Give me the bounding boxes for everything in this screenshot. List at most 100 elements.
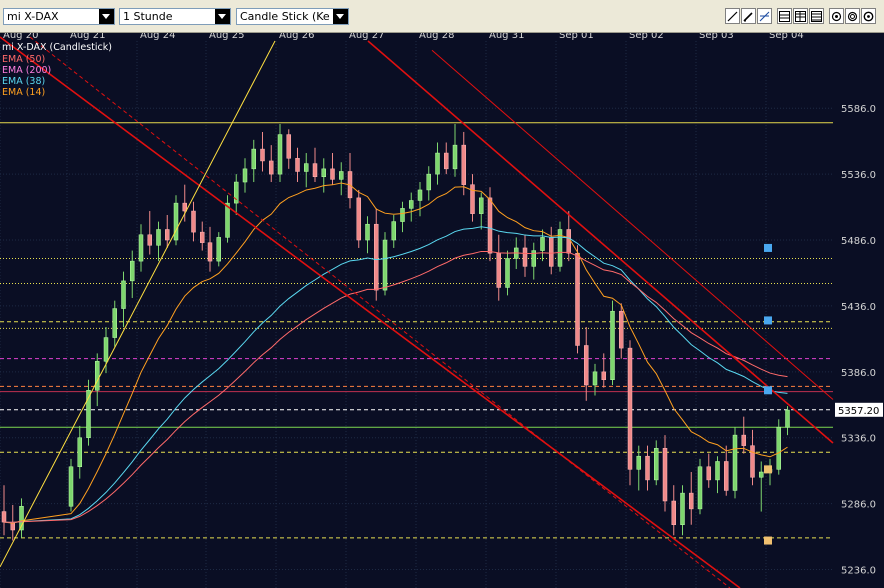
fib-tool-icon[interactable]	[757, 8, 772, 24]
candle-up	[680, 492, 685, 525]
candle-up	[321, 168, 326, 178]
zoom-out-icon[interactable]	[845, 8, 860, 24]
grid-2-icon[interactable]	[793, 8, 808, 24]
current-price-label: 5357.20	[838, 406, 879, 417]
candle-down	[627, 347, 633, 470]
candle-up	[400, 208, 405, 222]
candle-up	[732, 434, 738, 491]
candle-up	[121, 280, 126, 309]
level-marker	[764, 386, 772, 395]
channel-upper-line	[367, 40, 834, 444]
candle-up	[531, 250, 536, 267]
candle-down	[182, 202, 187, 212]
candle-down	[662, 448, 668, 502]
candle-down	[1, 511, 7, 523]
y-tick-label: 5336.0	[841, 434, 876, 445]
candle-up	[216, 237, 221, 262]
chart-type-select[interactable]: Candle Stick (Kerze	[236, 8, 349, 25]
candle-down	[330, 168, 335, 180]
candle-up	[382, 239, 388, 291]
candle-down	[671, 500, 676, 525]
candle-down	[165, 229, 170, 241]
level-marker	[764, 316, 772, 325]
candle-down	[724, 461, 729, 491]
level-marker	[764, 465, 772, 474]
ema-50-line	[3, 250, 788, 523]
candle-up	[592, 371, 598, 386]
y-tick-label: 5536.0	[841, 170, 876, 181]
candle-down	[750, 445, 755, 478]
candle-up	[409, 200, 414, 209]
candle-down	[645, 455, 650, 481]
candle-down	[147, 234, 152, 246]
chevron-down-icon[interactable]	[99, 9, 114, 24]
candle-down	[549, 237, 554, 267]
channel-upper-thin-line	[431, 49, 834, 400]
candle-down	[269, 160, 274, 175]
candle-up	[435, 152, 440, 175]
legend-item: EMA (50)	[2, 54, 45, 65]
x-tick-label: Aug 21	[70, 33, 105, 41]
interval-select[interactable]: 1 Stunde	[119, 8, 231, 25]
candle-down	[689, 492, 694, 510]
candle-up	[426, 173, 431, 191]
candle-down	[619, 310, 624, 349]
chevron-down-icon[interactable]	[215, 9, 230, 24]
candle-up	[654, 448, 659, 481]
x-tick-label: Aug 28	[419, 33, 454, 41]
grid-3-icon[interactable]	[809, 8, 824, 24]
x-tick-label: Aug 27	[349, 33, 384, 41]
candle-down	[207, 242, 213, 262]
candle-up	[86, 390, 91, 438]
legend-item: EMA (14)	[2, 87, 45, 98]
candle-up	[452, 144, 458, 170]
chevron-down-icon[interactable]	[333, 9, 348, 24]
x-axis-strip	[0, 33, 884, 41]
x-tick-label: Aug 25	[209, 33, 244, 41]
x-tick-label: Sep 01	[559, 33, 594, 41]
candle-down	[487, 197, 493, 254]
legend-item: EMA (200)	[2, 65, 51, 76]
chart-toolbar: mi X-DAX 1 Stunde Candle Stick (Kerze	[0, 0, 884, 33]
candle-up	[251, 148, 256, 170]
candle-up	[156, 229, 161, 246]
candle-up	[505, 258, 510, 288]
candle-up	[759, 471, 764, 478]
candle-down	[374, 223, 379, 291]
x-tick-label: Aug 26	[279, 33, 314, 41]
candle-up	[365, 223, 370, 241]
candle-up	[636, 455, 641, 470]
candle-down	[470, 184, 475, 214]
candle-up	[173, 202, 179, 241]
candle-down	[191, 210, 196, 233]
instrument-select[interactable]: mi X-DAX	[3, 8, 115, 25]
line-tool-icon[interactable]	[725, 8, 740, 24]
pen-tool-icon[interactable]	[741, 8, 756, 24]
x-tick-label: Sep 02	[629, 33, 664, 41]
candle-up	[68, 466, 74, 507]
trendline-yellow-line	[0, 40, 276, 568]
candle-up	[417, 189, 423, 201]
zoom-in-icon[interactable]	[829, 8, 844, 24]
ema-38-line	[3, 226, 788, 524]
candle-down	[356, 197, 361, 241]
level-marker	[764, 536, 772, 545]
candle-up	[130, 260, 135, 282]
y-tick-label: 5486.0	[841, 236, 876, 247]
candle-up	[103, 337, 109, 362]
x-tick-label: Aug 24	[140, 33, 175, 41]
grid-1-icon[interactable]	[777, 8, 792, 24]
channel-lower-line	[0, 36, 741, 588]
candle-up	[112, 308, 117, 338]
candle-up	[77, 437, 82, 467]
candle-up	[138, 234, 144, 262]
candlestick-chart[interactable]: Aug 20 Aug 21 Aug 24 Aug 25 Aug 26 Aug 27 Aug …	[0, 33, 884, 588]
legend-item: EMA (38)	[2, 76, 45, 87]
candle-up	[242, 168, 248, 183]
candle-up	[234, 181, 239, 204]
candle-up	[391, 221, 396, 241]
settings-icon[interactable]	[861, 8, 876, 24]
y-tick-label: 5436.0	[841, 302, 876, 313]
candle-up	[304, 163, 309, 172]
x-tick-label: Aug 31	[489, 33, 524, 41]
